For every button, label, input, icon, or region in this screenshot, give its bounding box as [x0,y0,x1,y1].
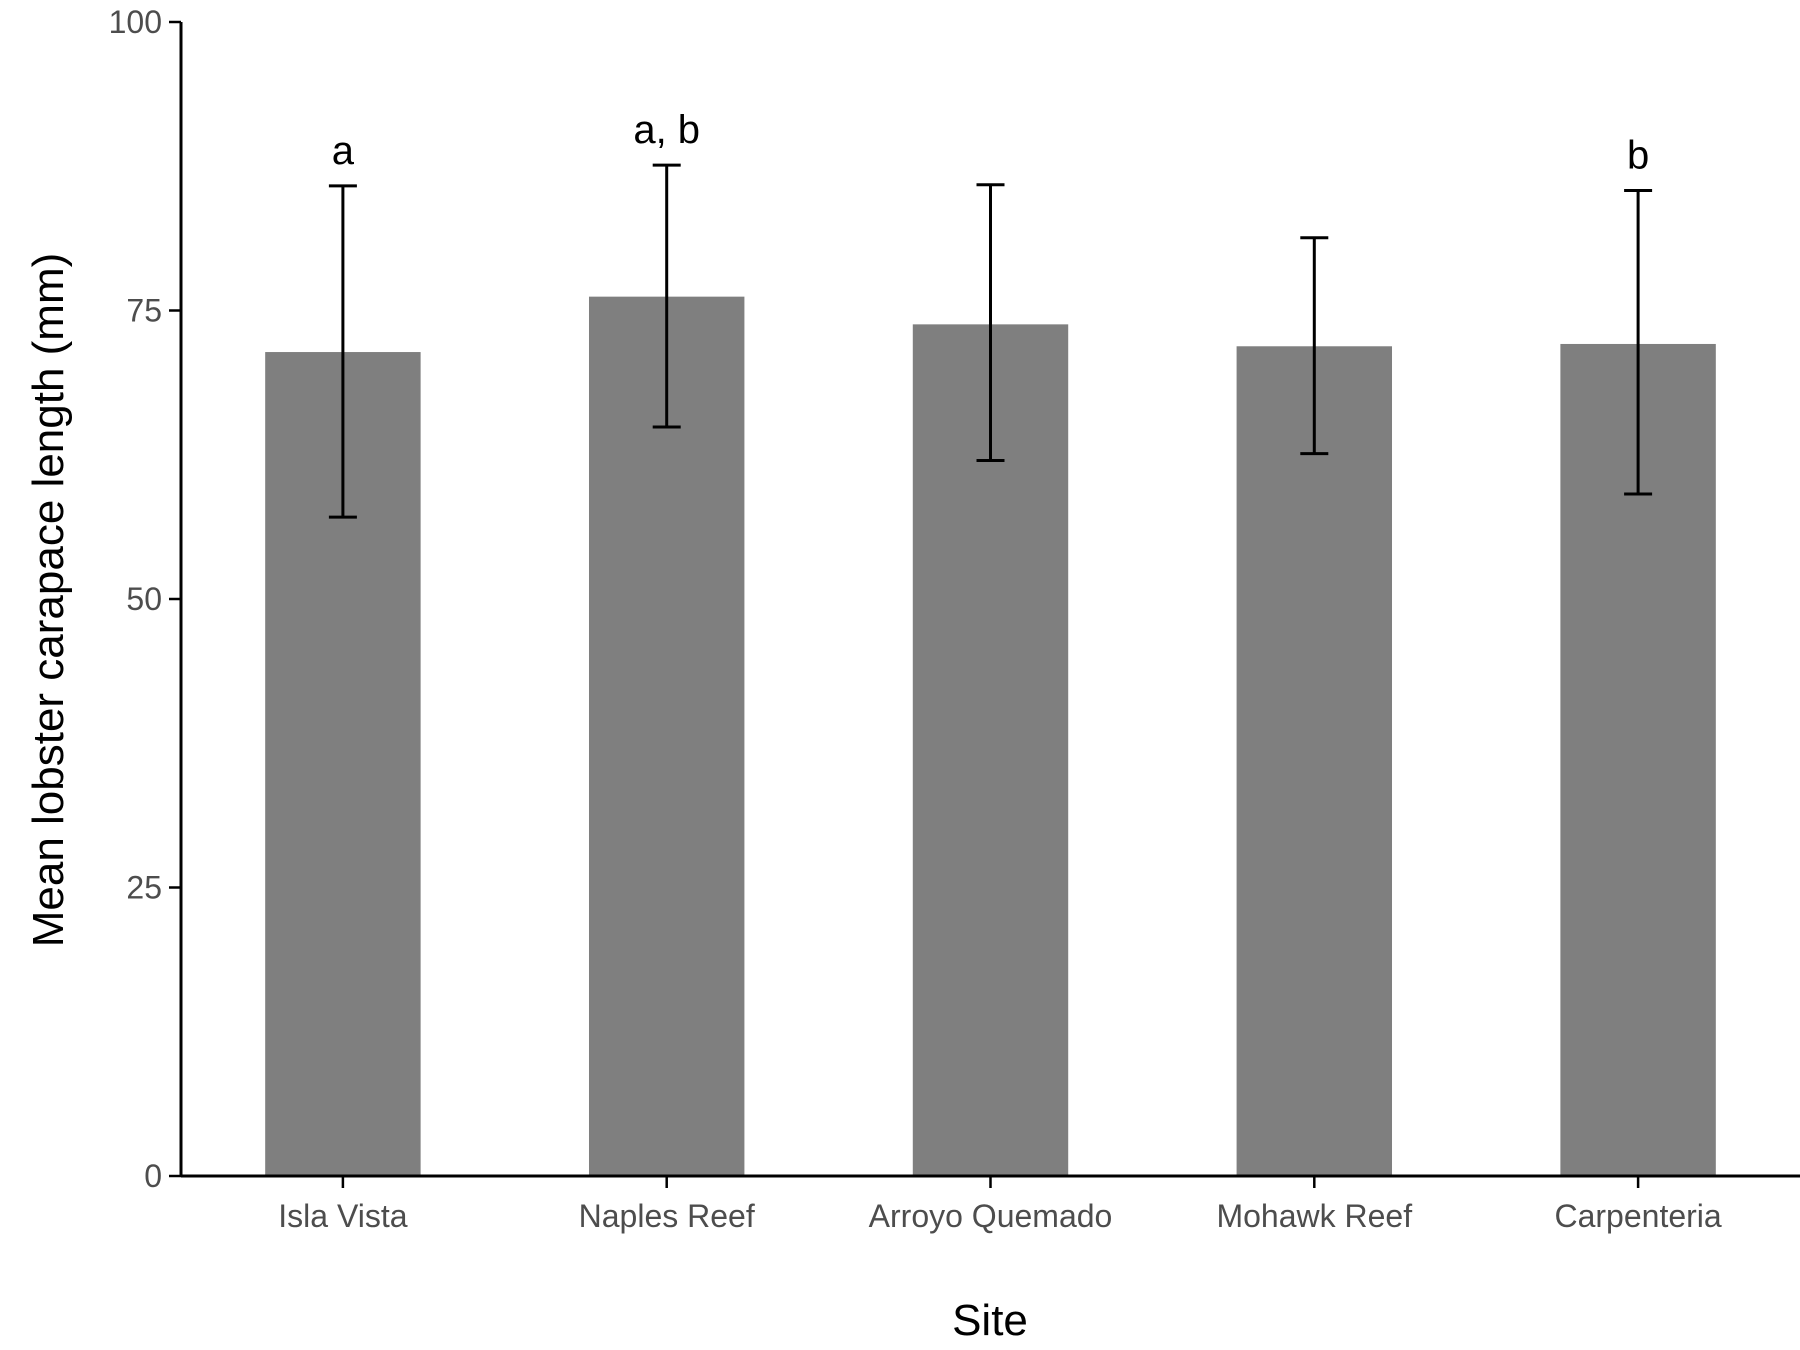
x-tick-label-3: Mohawk Reef [1216,1198,1412,1234]
x-tick-label-1: Naples Reef [579,1198,755,1234]
bar-2 [912,324,1069,1176]
y-axis-title: Mean lobster carapace length (mm) [24,253,73,948]
significance-label-0: a [332,129,355,173]
bars-layer [265,296,1716,1177]
significance-label-4: b [1627,133,1649,177]
y-tick-label-1: 25 [126,870,162,906]
bar-3 [1236,346,1393,1176]
x-tick-label-0: Isla Vista [278,1198,407,1234]
y-tick-label-4: 100 [109,4,162,40]
y-tick-label-0: 0 [144,1158,162,1194]
bar-1 [588,296,745,1177]
annotations-layer: a a, b b [332,108,1649,177]
x-tick-label-2: Arroyo Quemado [869,1198,1113,1234]
errorbars-layer [328,163,1653,519]
x-axis-title: Site [952,1296,1028,1345]
significance-label-1: a, b [633,108,700,152]
y-tick-label-2: 50 [126,581,162,617]
y-tick-label-3: 75 [126,293,162,329]
x-tick-label-4: Carpenteria [1554,1198,1721,1234]
ticks-layer: Isla Vista Naples Reef Arroyo Quemado Mohaw… [109,4,1722,1234]
